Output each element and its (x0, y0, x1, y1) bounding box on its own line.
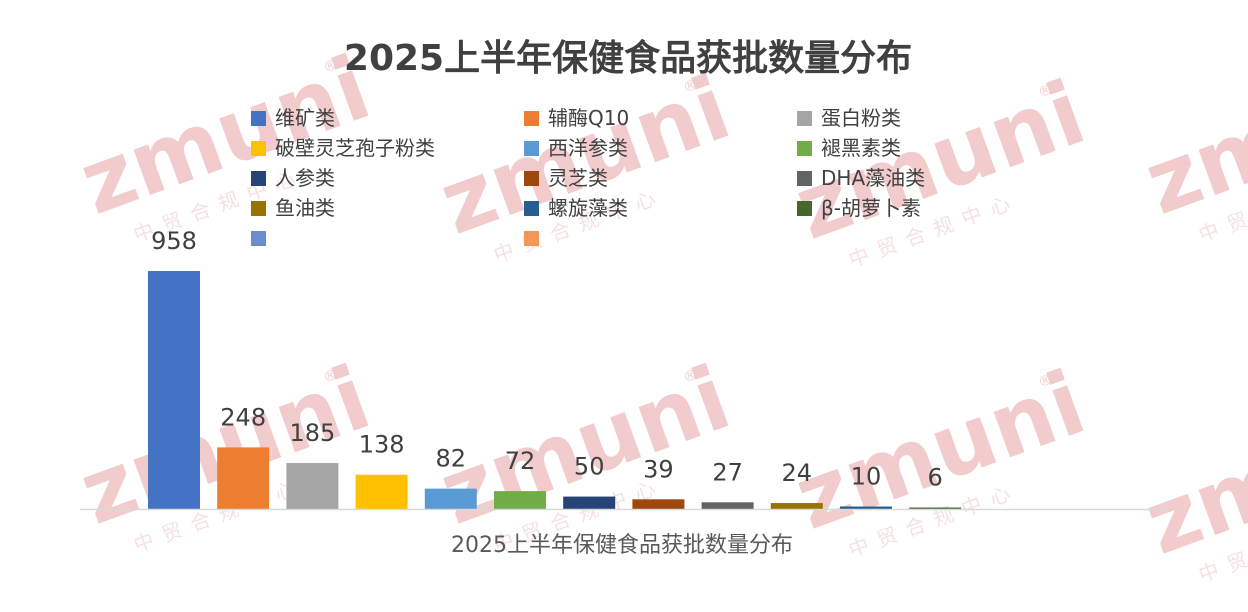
x-axis-title: 2025上半年保健食品获批数量分布 (451, 533, 793, 558)
legend-swatch (524, 171, 539, 186)
legend-swatch (524, 201, 539, 216)
legend-item (251, 231, 266, 246)
bar (701, 502, 754, 509)
legend-swatch (524, 111, 539, 126)
bar (424, 488, 477, 509)
legend-swatch (524, 231, 539, 246)
watermark-logo: zmuni (1132, 376, 1248, 575)
bar (217, 447, 270, 509)
legend-label: 鱼油类 (275, 196, 335, 220)
data-label: 248 (220, 403, 266, 431)
watermark-registered: ® (1036, 372, 1055, 392)
legend-swatch (797, 141, 812, 156)
legend-swatch (797, 171, 812, 186)
legend-item: β-胡萝卜素 (797, 196, 921, 220)
legend-label: 螺旋藻类 (548, 196, 628, 220)
legend-item: 破壁灵芝孢子粉类 (251, 136, 435, 160)
bar (632, 499, 685, 509)
legend-item: 灵芝类 (524, 166, 608, 190)
legend-label: 灵芝类 (548, 166, 608, 190)
legend-item: DHA藻油类 (797, 166, 925, 190)
watermark-registered: ® (1036, 82, 1055, 102)
watermark-registered: ® (681, 367, 700, 387)
legend-swatch (797, 201, 812, 216)
bar (909, 507, 962, 509)
legend-item: 蛋白粉类 (797, 106, 901, 130)
legend-swatch (251, 141, 266, 156)
bar (770, 503, 823, 509)
legend-item: 褪黑素类 (797, 136, 901, 160)
bar (286, 463, 339, 509)
bar (563, 496, 616, 509)
watermark: zmuni®中贸合规中心 (1132, 376, 1248, 587)
legend-label: 西洋参类 (548, 136, 628, 160)
legend-item (524, 231, 539, 246)
legend-item: 维矿类 (251, 106, 335, 130)
bar-series (148, 271, 962, 509)
data-label: 10 (851, 463, 882, 491)
bar (494, 491, 546, 509)
bar (840, 506, 892, 509)
legend-swatch (251, 201, 266, 216)
legend-swatch (251, 231, 266, 246)
legend-swatch (524, 141, 539, 156)
legend-item: 辅酶Q10 (524, 106, 629, 130)
legend-label: 维矿类 (275, 106, 335, 130)
watermark-registered: ® (321, 367, 340, 387)
watermark-registered: ® (321, 57, 340, 77)
watermark-layer: zmuni®中贸合规中心 zmuni®中贸合规中心 zmuni®中贸合规中心 zmun… (67, 36, 1248, 587)
data-label: 185 (289, 419, 335, 447)
legend-label: DHA藻油类 (821, 166, 925, 190)
data-label: 39 (643, 455, 674, 483)
data-label: 138 (359, 431, 405, 459)
legend-item: 鱼油类 (251, 196, 335, 220)
legend-label: 辅酶Q10 (548, 106, 629, 130)
legend-item: 人参类 (251, 166, 335, 190)
legend-item: 螺旋藻类 (524, 196, 628, 220)
data-label: 27 (712, 458, 743, 486)
watermark: zmuni®中贸合规中心 (1132, 36, 1248, 247)
data-label: 24 (782, 459, 813, 487)
legend-item: 西洋参类 (524, 136, 628, 160)
watermark-logo: zmuni (1132, 36, 1248, 235)
data-label: 958 (151, 227, 197, 255)
data-labels: 958 248 185 138 82 72 50 39 27 24 10 6 (151, 227, 943, 492)
bar (148, 271, 200, 509)
data-label: 6 (928, 464, 943, 492)
bar (355, 474, 408, 509)
chart-title: 2025上半年保健食品获批数量分布 (344, 38, 912, 79)
legend-swatch (797, 111, 812, 126)
legend-label: 人参类 (275, 166, 335, 190)
watermark-registered: ® (681, 77, 700, 97)
legend-swatch (251, 111, 266, 126)
watermark: zmuni®中贸合规中心 (782, 351, 1098, 562)
data-label: 82 (436, 445, 467, 473)
legend-label: β-胡萝卜素 (821, 196, 921, 220)
data-label: 50 (574, 453, 605, 481)
legend-label: 褪黑素类 (821, 136, 901, 160)
data-label: 72 (505, 447, 536, 475)
legend-label: 破壁灵芝孢子粉类 (275, 136, 435, 160)
legend-label: 蛋白粉类 (821, 106, 901, 130)
legend-swatch (251, 171, 266, 186)
